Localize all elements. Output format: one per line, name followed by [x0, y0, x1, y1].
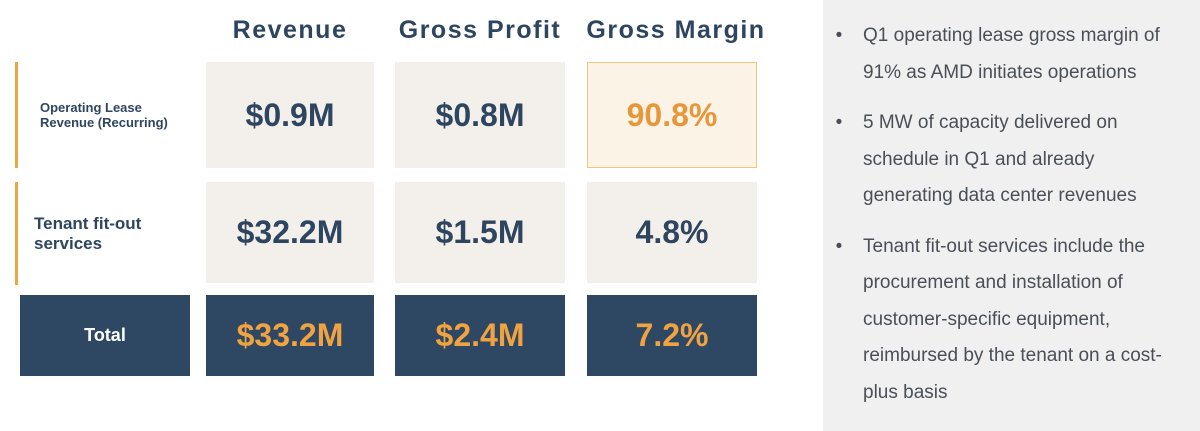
- cell-total-gross-profit: $2.4M: [395, 295, 565, 376]
- commentary-bullet: • 5 MW of capacity delivered on schedule…: [831, 105, 1186, 215]
- bullet-text: 5 MW of capacity delivered on schedule i…: [863, 112, 1137, 206]
- row-label-line: Operating Lease: [40, 100, 142, 115]
- commentary-panel: • Q1 operating lease gross margin of 91%…: [823, 0, 1200, 431]
- row-label-line: Tenant fit-out: [34, 213, 142, 233]
- bullet-text: Q1 operating lease gross margin of 91% a…: [863, 25, 1160, 83]
- cell-operating-lease-gross-margin: 90.8%: [587, 62, 757, 168]
- bullet-dot-icon: •: [835, 112, 843, 133]
- cell-operating-lease-revenue: $0.9M: [206, 62, 374, 168]
- commentary-bullet: • Q1 operating lease gross margin of 91%…: [831, 18, 1186, 91]
- cell-total-revenue: $33.2M: [206, 295, 374, 376]
- column-header-gross-profit: Gross Profit: [398, 16, 562, 44]
- bullet-dot-icon: •: [835, 25, 843, 46]
- row-label-operating-lease: Operating Lease Revenue (Recurring): [15, 62, 190, 168]
- row-label-line: Revenue (Recurring): [40, 115, 168, 130]
- row-label-total: Total: [20, 295, 190, 376]
- column-header-revenue: Revenue: [232, 16, 348, 44]
- bullet-dot-icon: •: [835, 235, 843, 257]
- column-header-gross-margin: Gross Margin: [586, 16, 766, 44]
- cell-tenant-fit-out-gross-profit: $1.5M: [395, 182, 565, 283]
- row-label-line: services: [34, 233, 103, 253]
- cell-tenant-fit-out-revenue: $32.2M: [206, 182, 374, 283]
- cell-tenant-fit-out-gross-margin: 4.8%: [587, 182, 757, 283]
- bullet-text: Tenant fit-out services include the proc…: [863, 235, 1162, 403]
- cell-total-gross-margin: 7.2%: [587, 295, 757, 376]
- row-label-tenant-fit-out: Tenant fit-out services: [15, 182, 190, 285]
- cell-operating-lease-gross-profit: $0.8M: [395, 62, 565, 168]
- commentary-bullet-list: • Q1 operating lease gross margin of 91%…: [831, 18, 1186, 411]
- commentary-bullet: • Tenant fit-out services include the pr…: [831, 229, 1186, 412]
